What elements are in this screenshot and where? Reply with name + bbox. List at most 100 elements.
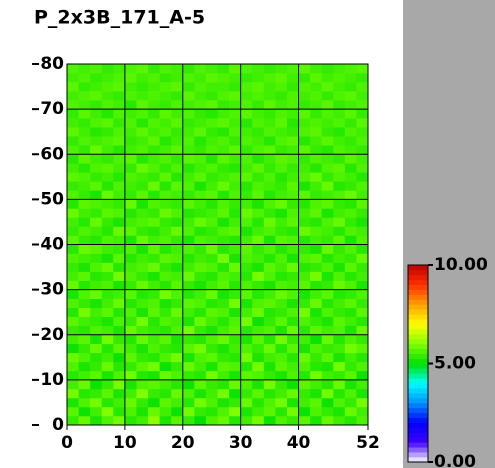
heatmap-cell <box>194 406 207 417</box>
heatmap-cell <box>310 226 322 236</box>
heatmap-cell <box>194 172 207 182</box>
heatmap-cell <box>333 289 346 299</box>
heatmap-cell <box>240 181 253 191</box>
heatmap-cell <box>356 406 369 417</box>
heatmap-cell <box>194 289 207 299</box>
heatmap-cell <box>78 271 91 281</box>
heatmap-cell <box>240 244 253 254</box>
heatmap-cell <box>159 73 172 83</box>
heatmap-cell <box>148 199 160 209</box>
colorbar-tick-label: 10.00 <box>434 255 488 275</box>
heatmap-cell <box>298 343 311 354</box>
heatmap-cell <box>240 334 253 345</box>
heatmap-cell <box>252 136 265 146</box>
heatmap-cell <box>263 109 276 119</box>
heatmap-cell <box>136 406 149 417</box>
heatmap-cell <box>171 118 184 128</box>
heatmap-cell <box>263 172 276 182</box>
heatmap-cell <box>124 352 137 363</box>
heatmap-cell <box>194 388 207 399</box>
heatmap-cell <box>298 271 311 281</box>
colorbar-segment <box>408 427 428 433</box>
heatmap-cell <box>113 109 126 119</box>
heatmap-cell <box>310 253 322 263</box>
heatmap-cell <box>240 289 253 299</box>
heatmap-cell <box>298 352 311 363</box>
heatmap-cell <box>321 361 334 372</box>
heatmap-cell <box>252 379 265 390</box>
heatmap-cell <box>113 397 126 408</box>
heatmap-cell <box>90 415 103 426</box>
colorbar-segment <box>408 294 428 300</box>
heatmap-cell <box>101 73 114 83</box>
heatmap-cell <box>78 316 91 327</box>
heatmap-cell <box>252 199 265 209</box>
heatmap-cell <box>356 253 369 263</box>
heatmap-cell <box>240 235 253 245</box>
heatmap-cell <box>286 190 299 200</box>
heatmap-cell <box>124 253 137 263</box>
heatmap-cell <box>356 334 369 345</box>
y-tick-label: 40 <box>40 235 64 255</box>
heatmap-cell <box>333 379 346 390</box>
heatmap-cell <box>124 163 137 173</box>
heatmap-cell <box>298 199 311 209</box>
heatmap-cell <box>78 244 91 254</box>
heatmap-cell <box>240 415 253 426</box>
heatmap-cell <box>275 145 288 155</box>
colorbar-segment <box>408 368 428 374</box>
heatmap-cell <box>205 253 218 263</box>
heatmap-cell <box>136 334 149 345</box>
heatmap-cell <box>240 127 253 137</box>
heatmap-cell <box>344 73 357 83</box>
heatmap-cell <box>78 91 91 101</box>
heatmap-cell <box>194 379 207 390</box>
heatmap-cell <box>344 298 357 308</box>
heatmap-cell <box>344 289 357 299</box>
heatmap-cell <box>136 388 149 399</box>
heatmap-cell <box>263 379 276 390</box>
heatmap-cell <box>101 235 114 245</box>
heatmap-cell <box>286 235 299 245</box>
heatmap-cell <box>159 262 172 272</box>
heatmap-cell <box>136 352 149 363</box>
heatmap-cell <box>217 379 230 390</box>
heatmap-cell <box>298 73 311 83</box>
heatmap-cell <box>90 325 103 336</box>
x-tick-label: 30 <box>229 433 253 453</box>
heatmap-cell <box>286 406 299 417</box>
heatmap-cell <box>286 217 299 227</box>
heatmap-cell <box>240 298 253 308</box>
heatmap-cell <box>159 253 172 263</box>
heatmap-cell <box>101 262 114 272</box>
heatmap-cell <box>333 208 346 218</box>
heatmap-cell <box>229 334 241 345</box>
heatmap-cell <box>67 280 79 290</box>
heatmap-cell <box>310 208 322 218</box>
heatmap-cell <box>136 325 149 336</box>
heatmap-cell <box>194 217 207 227</box>
heatmap-cell <box>217 280 230 290</box>
heatmap-cell <box>298 388 311 399</box>
heatmap-cell <box>263 145 276 155</box>
heatmap-cell <box>310 154 322 164</box>
heatmap-cell <box>113 280 126 290</box>
heatmap-cell <box>171 73 184 83</box>
heatmap-cell <box>217 199 230 209</box>
heatmap-cell <box>205 100 218 110</box>
heatmap-cell <box>182 154 195 164</box>
colorbar-tick-label: 0.00 <box>434 452 476 468</box>
heatmap-cell <box>136 289 149 299</box>
colorbar-segment <box>408 442 428 448</box>
heatmap-cell <box>240 397 253 408</box>
heatmap-cell <box>171 190 184 200</box>
heatmap-cell <box>148 307 160 317</box>
heatmap-cell <box>171 109 184 119</box>
heatmap-cell <box>205 172 218 182</box>
heatmap-cell <box>182 415 195 426</box>
heatmap-cell <box>136 226 149 236</box>
heatmap-cell <box>159 64 172 74</box>
heatmap-cell <box>321 136 334 146</box>
heatmap-cell <box>171 172 184 182</box>
heatmap-cell <box>310 343 322 354</box>
